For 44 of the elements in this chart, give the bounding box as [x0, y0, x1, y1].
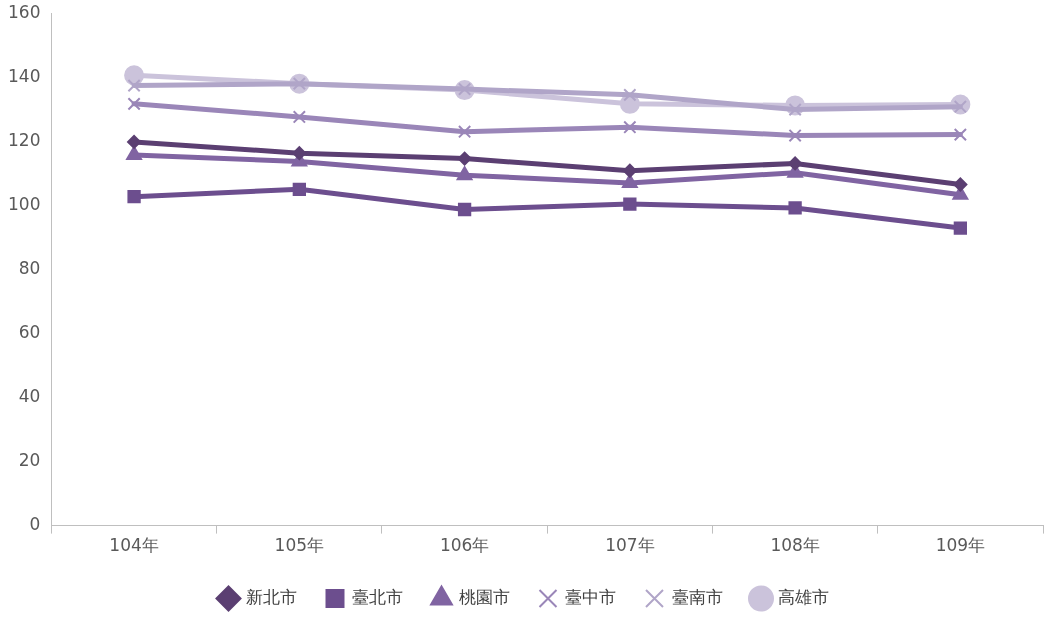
legend-label: 高雄市 — [778, 586, 829, 607]
point — [788, 128, 802, 143]
point — [456, 166, 473, 181]
point — [127, 97, 141, 111]
point — [457, 125, 472, 139]
point — [292, 110, 306, 124]
y-tick-label: 100 — [7, 193, 41, 214]
y-tick-label: 40 — [18, 385, 41, 406]
x-tick-label: 105年 — [274, 535, 325, 556]
x-tick-label: 107年 — [605, 535, 655, 556]
point — [953, 221, 968, 235]
point — [127, 190, 141, 204]
legend-label: 桃園市 — [458, 586, 510, 607]
point — [457, 202, 472, 217]
legend-label: 臺中市 — [565, 586, 616, 607]
point — [126, 146, 143, 161]
x-tick-label: 108年 — [770, 535, 820, 556]
point — [127, 134, 142, 149]
x-tick-label: 106年 — [439, 535, 490, 556]
legend-label: 臺北市 — [352, 586, 403, 607]
point — [788, 201, 802, 215]
point — [623, 120, 637, 134]
x-tick-label: 109年 — [935, 535, 986, 556]
point — [457, 151, 472, 166]
y-tick-label: 160 — [7, 1, 41, 22]
point — [292, 146, 307, 161]
x-tick-label: 104年 — [109, 535, 159, 556]
point — [788, 156, 803, 171]
y-tick-label: 60 — [18, 321, 41, 342]
point — [953, 127, 968, 142]
y-tick-label: 140 — [7, 65, 41, 86]
point — [124, 65, 145, 86]
y-tick-label: 0 — [29, 514, 41, 535]
point — [127, 78, 141, 93]
point — [622, 163, 637, 178]
point — [953, 177, 968, 192]
point — [623, 88, 637, 102]
legend-label: 新北市 — [245, 586, 297, 607]
y-tick-label: 80 — [18, 257, 41, 278]
point — [292, 182, 306, 196]
legend-label: 臺南市 — [671, 586, 723, 607]
y-tick-label: 20 — [18, 449, 41, 470]
y-tick-label: 120 — [7, 129, 41, 150]
point — [623, 197, 637, 211]
